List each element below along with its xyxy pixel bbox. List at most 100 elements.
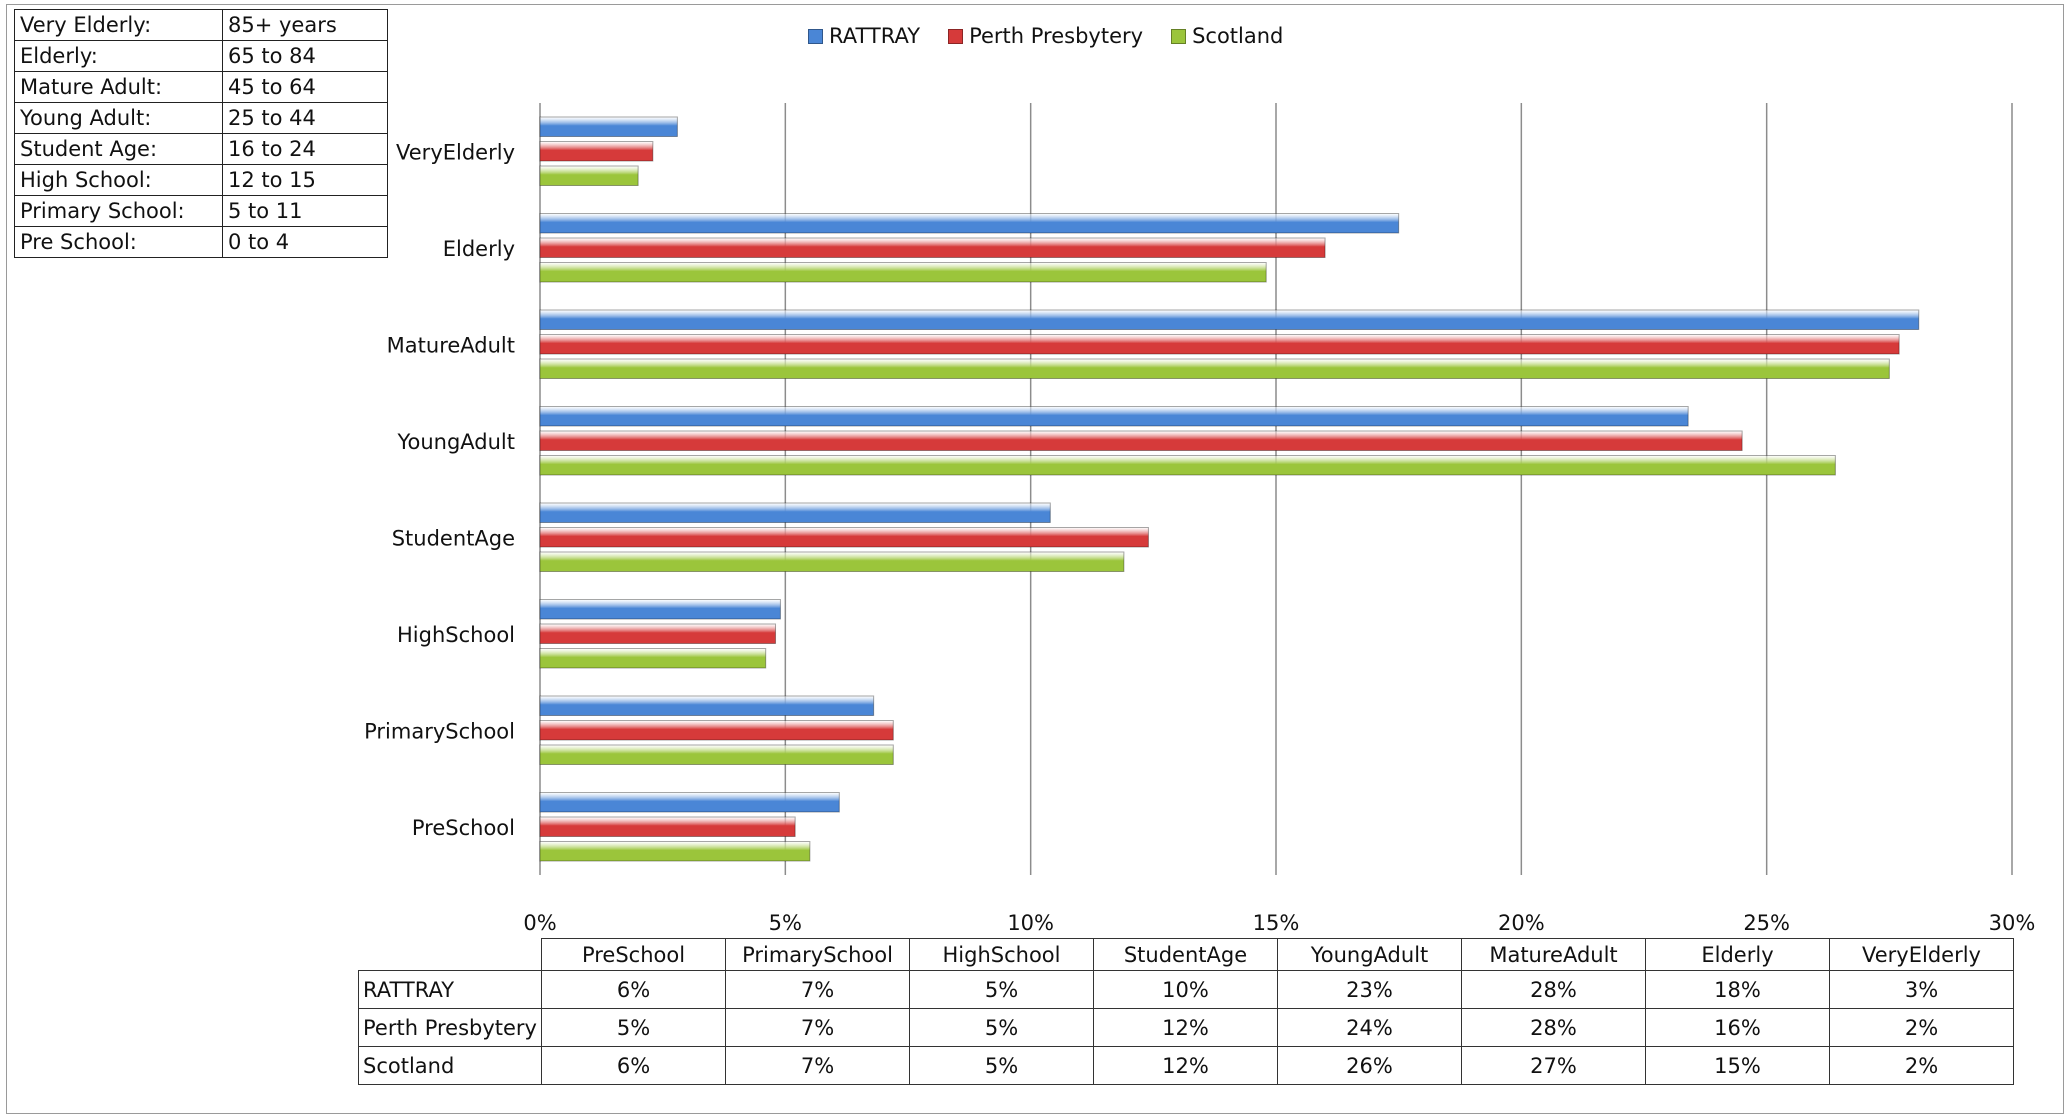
x-tick-label: 0% [523,911,556,935]
bar [539,648,767,669]
table-header: HighSchool [909,938,1094,971]
age-key-range: 25 to 44 [222,102,388,134]
y-category-label: PrimarySchool [364,719,515,743]
legend-item-scotland: Scotland [1171,24,1283,48]
table-header: MatureAdult [1461,938,1646,971]
bar [539,527,1149,548]
table-cell: 16% [1645,1008,1830,1047]
table-header: YoungAdult [1277,938,1462,971]
table-header: StudentAge [1093,938,1278,971]
table-cell: 6% [541,970,726,1009]
table-cell: 6% [541,1046,726,1085]
table-row-label: RATTRAY [358,970,542,1009]
y-category-label: StudentAge [392,526,515,550]
table-row-label: Perth Presbytery [358,1008,542,1047]
bar [539,599,781,620]
table-cell: 5% [541,1008,726,1047]
bar [539,695,875,716]
table-cell: 7% [725,1046,910,1085]
table-row: Scotland 6% 7% 5% 12% 26% 27% 15% 2% [358,1046,2014,1085]
legend-label-perth-presbytery: Perth Presbytery [969,24,1144,48]
age-key-label: Elderly: [14,40,223,72]
y-category-label: VeryElderly [396,140,515,164]
legend-label-scotland: Scotland [1192,24,1284,48]
y-category-label: HighSchool [397,623,515,647]
y-category-label: Elderly [443,237,515,261]
table-cell: 2% [1829,1046,2014,1085]
bar [539,792,840,813]
age-key-row: Young Adult: 25 to 44 [14,102,388,134]
table-header: PrimarySchool [725,938,910,971]
bar [539,213,1400,234]
table-cell: 24% [1277,1008,1462,1047]
table-cell: 26% [1277,1046,1462,1085]
age-key-label: High School: [14,164,223,196]
table-cell: 3% [1829,970,2014,1009]
bar [539,430,1743,451]
chart-frame [6,4,2064,1114]
legend-swatch-rattray [808,28,823,44]
bar [539,551,1125,572]
table-header: Elderly [1645,938,1830,971]
age-key-range: 0 to 4 [222,226,388,258]
age-key-label: Pre School: [14,226,223,258]
table-cell: 7% [725,970,910,1009]
table-cell: 18% [1645,970,1830,1009]
table-cell: 7% [725,1008,910,1047]
bar [539,309,1920,330]
table-row: RATTRAY 6% 7% 5% 10% 23% 28% 18% 3% [358,970,2014,1009]
table-cell: 10% [1093,970,1278,1009]
table-cell: 5% [909,1046,1094,1085]
bar [539,744,894,765]
bar [539,334,1900,355]
bar [539,165,639,186]
bar [539,116,678,137]
table-cell: 23% [1277,970,1462,1009]
age-key-label: Young Adult: [14,102,223,134]
x-tick-label: 30% [1989,911,2036,935]
bar [539,816,796,837]
bar [539,141,654,162]
bar [539,262,1267,283]
data-table: PreSchool PrimarySchool HighSchool StudentA… [358,938,2014,1085]
age-key-range: 85+ years [222,9,388,41]
x-tick-label: 25% [1743,911,1790,935]
table-cell: 28% [1461,970,1646,1009]
age-key-row: Elderly: 65 to 84 [14,40,388,72]
x-tick-label: 15% [1253,911,1300,935]
age-key-label: Mature Adult: [14,71,223,103]
age-key-label: Primary School: [14,195,223,227]
bar [539,358,1890,379]
table-cell: 2% [1829,1008,2014,1047]
x-tick-label: 20% [1498,911,1545,935]
age-key-row: Student Age: 16 to 24 [14,133,388,165]
legend-item-rattray: RATTRAY [808,24,920,48]
table-cell: 27% [1461,1046,1646,1085]
legend-item-perth-presbytery: Perth Presbytery [948,24,1143,48]
table-header: PreSchool [541,938,726,971]
age-key-range: 65 to 84 [222,40,388,72]
data-table-corner [359,939,542,971]
age-key-row: High School: 12 to 15 [14,164,388,196]
table-row: Perth Presbytery 5% 7% 5% 12% 24% 28% 16% 2% [358,1008,2014,1047]
age-key-table: Very Elderly: 85+ years Elderly: 65 to 84 Ma… [14,9,388,258]
bar [539,406,1689,427]
table-header: VeryElderly [1829,938,2014,971]
bar-chart: 0% 5% 10% 15% 20% 25% 30% PreSchool PrimarySchoo… [364,103,2036,935]
y-category-label: PreSchool [412,816,515,840]
age-key-row: Pre School: 0 to 4 [14,226,388,258]
table-row-label: Scotland [358,1046,542,1085]
x-tick-label: 5% [769,911,802,935]
y-category-label: YoungAdult [396,430,515,454]
bar [539,841,811,862]
age-key-label: Student Age: [14,133,223,165]
bar [539,720,894,741]
age-key-row: Primary School: 5 to 11 [14,195,388,227]
table-cell: 5% [909,1008,1094,1047]
y-category-label: MatureAdult [387,333,515,357]
table-cell: 12% [1093,1008,1278,1047]
x-tick-label: 10% [1007,911,1054,935]
bar [539,455,1836,476]
bar [539,623,777,644]
table-cell: 28% [1461,1008,1646,1047]
